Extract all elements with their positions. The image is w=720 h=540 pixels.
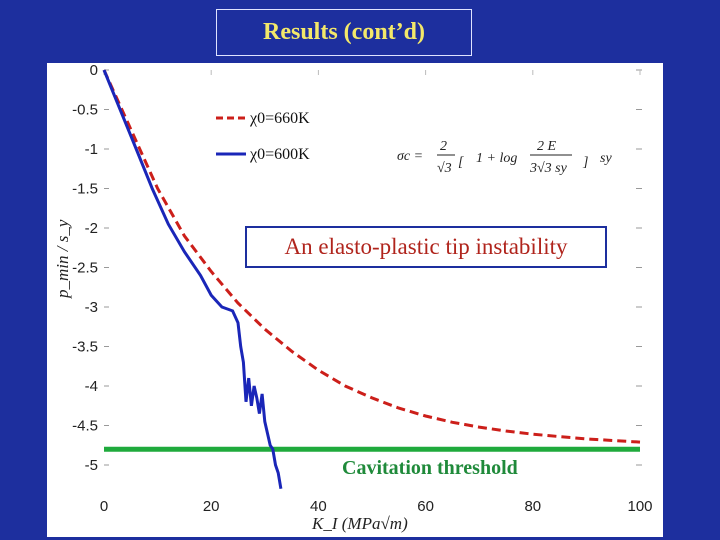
x-tick-label: 80: [524, 498, 541, 515]
formula: σc = 2 √3 [1 + log 2 E 3√3 sy] sy: [397, 139, 612, 176]
x-tick-label: 60: [417, 498, 434, 515]
formula-factor: sy: [600, 151, 612, 166]
y-tick-label: -3: [85, 299, 98, 316]
y-axis-label: p_min / s_y: [53, 219, 72, 299]
x-axis-label: K_I (MPa√m): [311, 514, 408, 533]
legend-entry: χ0=660K: [249, 110, 310, 127]
formula-frac-num: 2: [440, 139, 447, 154]
series-lines: [102, 69, 641, 489]
series-660K-line: [102, 69, 641, 444]
formula-frac-den: √3: [437, 161, 452, 176]
y-tick-label: -2.5: [72, 260, 98, 277]
x-tick-label: 40: [310, 498, 327, 515]
formula-one-plus-log: 1 + log: [476, 151, 517, 166]
series-600K-line: [102, 69, 283, 489]
y-tick-label: -1.5: [72, 181, 98, 198]
x-tick-label: 0: [100, 498, 108, 515]
y-tick-label: -1: [85, 141, 98, 158]
legend-entry: χ0=600K: [249, 146, 310, 163]
formula-bracket-left: [: [458, 155, 464, 170]
y-tick-label: -4.5: [72, 418, 98, 435]
axis-labels: K_I (MPa√m) p_min / s_y: [53, 219, 408, 533]
y-tick-label: -4: [85, 378, 98, 395]
plot-panel: [47, 63, 663, 537]
slide-title: Results (cont’d): [263, 19, 425, 45]
x-tick-label: 100: [627, 498, 652, 515]
y-tick-label: -3.5: [72, 339, 98, 356]
slide-title-box: Results (cont’d): [216, 9, 472, 56]
formula-inner-num: 2 E: [537, 139, 557, 154]
legend: χ0=660K χ0=600K: [216, 110, 310, 163]
y-tick-label: -0.5: [72, 102, 98, 119]
y-tick-label: -5: [85, 457, 98, 474]
x-tick-labels: 0 20 40 60 80 100: [100, 70, 653, 515]
callout-text: An elasto-plastic tip instability: [284, 234, 568, 259]
callout-box: An elasto-plastic tip instability: [245, 226, 607, 268]
threshold-label: Cavitation threshold: [342, 457, 518, 479]
formula-bracket-right: ]: [582, 155, 588, 170]
y-tick-label: 0: [90, 62, 98, 79]
y-tick-label: -2: [85, 220, 98, 237]
y-tick-labels: 0 -0.5 -1 -1.5 -2 -2.5 -3 -3.5 -4 -4.5 -5: [72, 62, 642, 474]
formula-inner-den: 3√3 sy: [529, 161, 568, 176]
formula-lhs: σc =: [397, 149, 423, 164]
x-tick-label: 20: [203, 498, 220, 515]
